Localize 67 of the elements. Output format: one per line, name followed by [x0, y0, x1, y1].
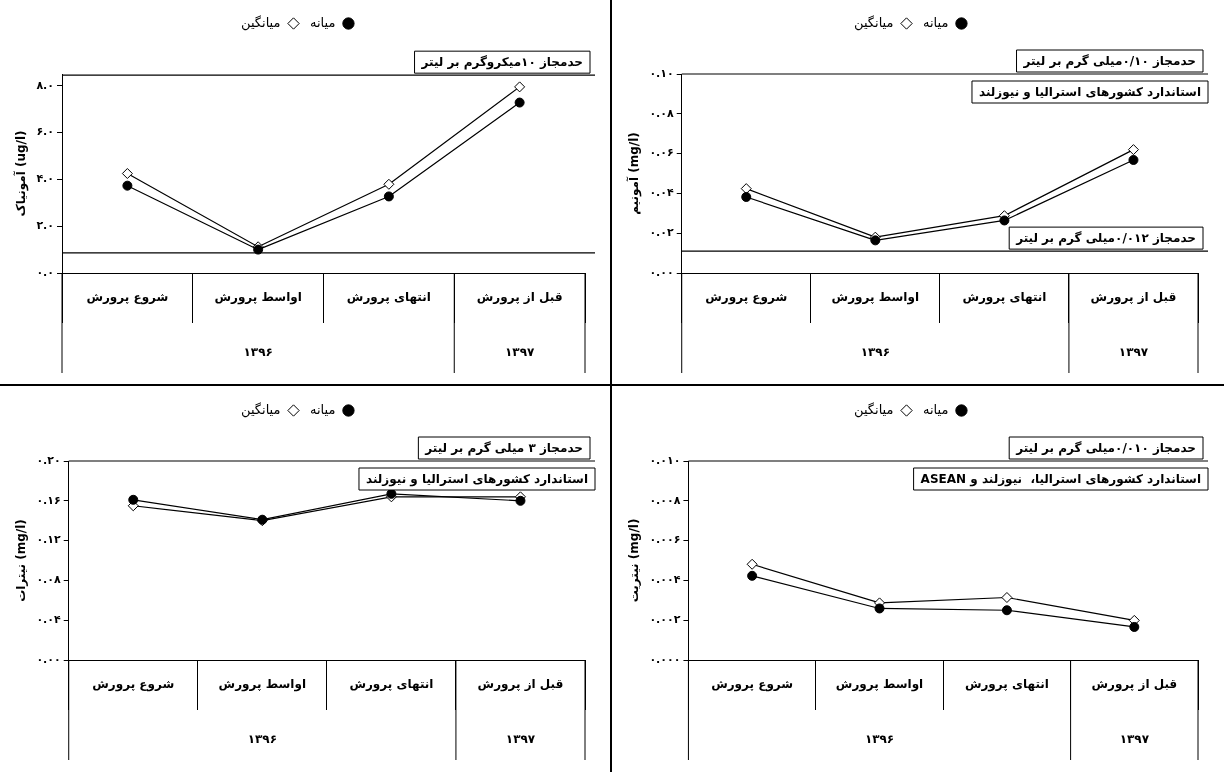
y-tick-label: ۰.۰۸ — [36, 573, 61, 587]
y-tick-label: ۰.۰۲ — [649, 226, 674, 240]
legend-label: میانگین — [854, 14, 894, 31]
y-tick-label: ۰.۰۰۰ — [649, 652, 681, 666]
x-tick-label: انتهای پرورش — [349, 677, 434, 693]
x-tick-label: انتهای پرورش — [346, 290, 431, 306]
y-tick-label: ۰.۰۶ — [649, 146, 674, 160]
y-tick-label: ۰.۱۰ — [649, 66, 674, 80]
y-tick-label: ۰.۰۰ — [36, 652, 61, 666]
ref-line-label: حدمجاز ۰/۰۱۰میلی گرم بر لیتر — [1015, 441, 1196, 457]
y-tick-label: ۸.۰ — [36, 78, 55, 92]
x-tick-label: اواسط پرورش — [835, 677, 924, 693]
y-tick-label: ۰.۰۰ — [649, 265, 674, 279]
text: ۱۳۹۷ — [1119, 732, 1150, 747]
y-tick-label: ۰.۰۱۰ — [649, 453, 681, 467]
x-tick-label: قبل از پرورش — [477, 677, 564, 693]
text: ۱۳۹۶ — [860, 345, 890, 360]
text: ۱۳۹۶ — [243, 345, 273, 360]
legend-label: میانگین — [854, 401, 894, 418]
x-tick-label: انتهای پرورش — [964, 677, 1049, 693]
x-tick-label: قبل از پرورش — [1091, 677, 1178, 693]
annotation: استاندارد کشورهای استرالیا و نیوزلند — [365, 472, 588, 488]
y-tick-label: ۰.۱۲ — [36, 533, 61, 547]
annotation: استاندارد کشورهای استرالیا و نیوزلند — [978, 85, 1201, 101]
y-tick-label: ۰.۰۰۴ — [649, 573, 681, 587]
text: ۱۳۹۷ — [504, 345, 535, 360]
x-tick-label: اواسط پرورش — [214, 290, 302, 306]
ref-line-label: حدمجاز ۰/۰۱۲میلی گرم بر لیتر — [1015, 231, 1196, 247]
y-tick-label: ۰.۰۴ — [36, 613, 61, 627]
y-tick-label: ۰.۱۶ — [36, 493, 61, 507]
legend-label: میانه — [923, 401, 949, 417]
y-tick-label: ۰.۰۴ — [649, 186, 674, 200]
annotation: استاندارد کشورهای استرالیا، نیوزلند و ASEAN — [920, 472, 1201, 488]
y-tick-label: ۰.۰۰۶ — [649, 533, 681, 547]
legend-label: میانگین — [241, 14, 281, 31]
y-tick-label: ۰.۰۸ — [649, 106, 674, 120]
y-axis-title: نیترات (mg/l) — [14, 519, 29, 602]
x-tick-label: شروع پرورش — [711, 677, 794, 693]
y-axis-title: آمونیم (mg/l) — [626, 132, 643, 215]
text: ۱۳۹۶ — [864, 732, 895, 747]
y-tick-label: ۶.۰ — [36, 125, 55, 139]
ref-line-label: حدمجاز ۰/۱۰میلی گرم بر لیتر — [1022, 54, 1196, 70]
y-tick-label: ۰.۲۰ — [36, 453, 61, 467]
y-axis-title: آمونیاک (ug/l) — [13, 130, 30, 217]
text: ۱۳۹۷ — [1118, 345, 1149, 360]
x-tick-label: شروع پرورش — [86, 290, 169, 306]
x-tick-label: قبل از پرورش — [1090, 290, 1177, 306]
y-tick-label: ۰.۰۰۲ — [649, 613, 681, 627]
text: ۱۳۹۷ — [505, 732, 536, 747]
y-tick-label: ۰.۰۰۸ — [649, 493, 681, 507]
x-tick-label: اواسط پرورش — [218, 677, 307, 693]
legend-label: میانگین — [241, 401, 281, 418]
x-tick-label: اواسط پرورش — [831, 290, 920, 306]
y-tick-label: ۰.۰ — [36, 265, 55, 279]
y-tick-label: ۲.۰ — [36, 219, 55, 233]
y-axis-title: نیتریت (mg/l) — [627, 518, 642, 603]
text: ۱۳۹۶ — [247, 732, 277, 747]
x-tick-label: شروع پرورش — [705, 290, 788, 306]
legend-label: میانه — [923, 14, 949, 30]
legend-label: میانه — [310, 401, 336, 417]
x-tick-label: قبل از پرورش — [476, 290, 563, 306]
ref-line-label: حدمجاز ۱۰میکروگرم بر لیتر — [420, 55, 583, 71]
y-tick-label: ۴.۰ — [36, 172, 55, 186]
x-tick-label: انتهای پرورش — [962, 290, 1047, 306]
ref-line-label: حدمجاز ۳ میلی گرم بر لیتر — [424, 441, 583, 457]
x-tick-label: شروع پرورش — [92, 677, 175, 693]
legend-label: میانه — [310, 14, 336, 30]
